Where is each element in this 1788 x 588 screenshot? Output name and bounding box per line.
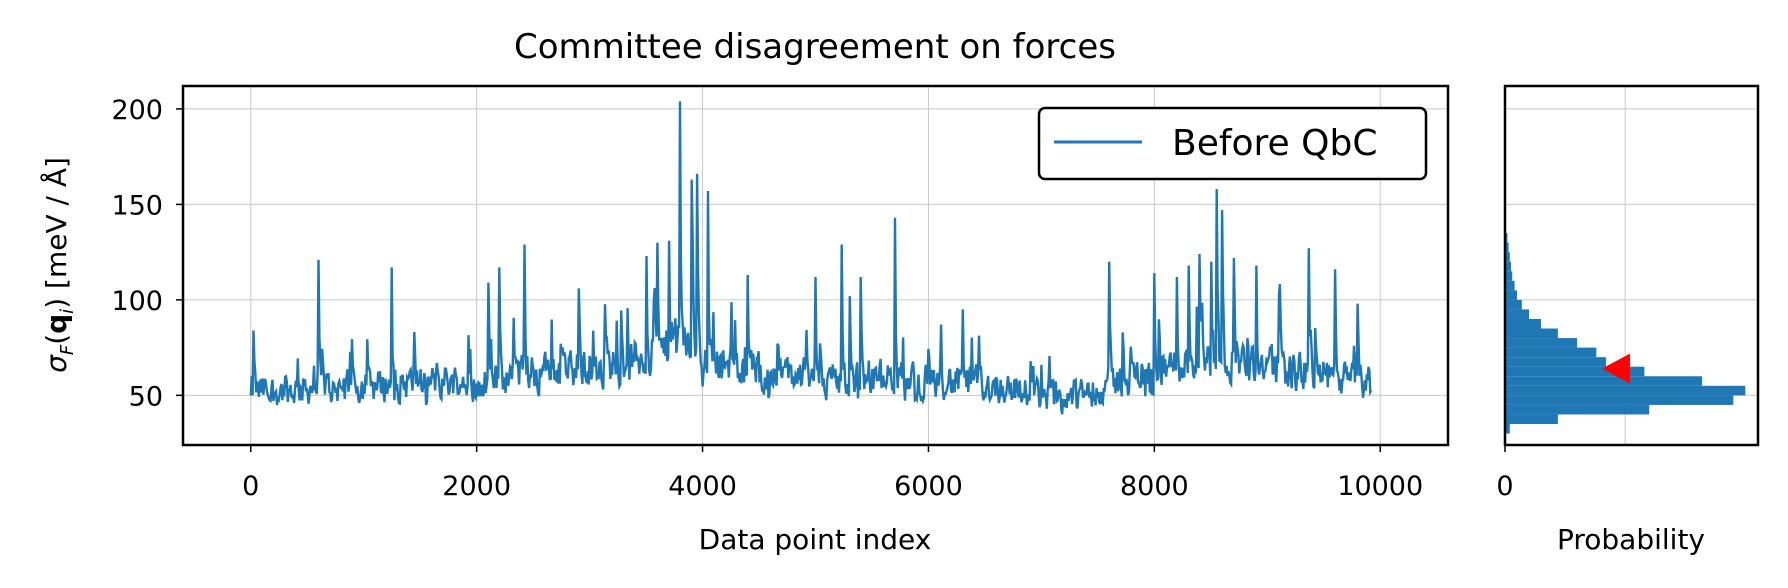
hist-bar	[1505, 309, 1530, 319]
hist-bar	[1505, 328, 1558, 339]
hist-bar	[1505, 385, 1746, 396]
main-line-chart: Committee disagreement on forces 0 2000 40…	[39, 27, 1450, 556]
hist-bar	[1505, 271, 1513, 281]
hist-bar	[1505, 376, 1703, 386]
main-plot-area	[249, 101, 1373, 415]
main-axes-frame	[181, 84, 1450, 447]
hist-bar	[1505, 299, 1522, 310]
main-x-ticks: 0 2000 4000 6000 8000 10000	[242, 445, 1423, 502]
hist-x-axis-label: Probability	[1557, 523, 1705, 556]
y-tick-label: 150	[111, 190, 163, 221]
x-tick-label: 10000	[1337, 471, 1423, 502]
hist-bar	[1505, 404, 1650, 415]
main-y-ticks: 50 100 150 200	[111, 95, 183, 412]
legend-label-before-qbc: Before QbC	[1172, 123, 1377, 164]
hist-x-ticks: 0	[1496, 445, 1514, 502]
hist-axes-frame	[1503, 84, 1760, 447]
legend-box	[1037, 106, 1428, 181]
hist-bar	[1505, 290, 1518, 300]
hist-bars	[1505, 233, 1746, 434]
hist-bar	[1505, 366, 1645, 377]
hist-bar	[1505, 357, 1606, 367]
hist-bar	[1505, 318, 1542, 329]
hist-bar	[1505, 252, 1510, 262]
hist-x-tick-label: 0	[1496, 471, 1513, 502]
probability-histogram: 0 Probability	[1496, 84, 1760, 556]
chart-title: Committee disagreement on forces	[514, 27, 1116, 67]
x-tick-label: 0	[242, 471, 259, 502]
series-line-before-qbc	[249, 101, 1373, 415]
hist-bar	[1505, 280, 1515, 291]
mean-marker-triangle	[1601, 353, 1630, 384]
hist-bar	[1505, 347, 1597, 358]
hist-bar	[1505, 261, 1512, 272]
x-tick-label: 2000	[442, 471, 511, 502]
y-tick-label: 50	[129, 381, 163, 412]
x-tick-label: 8000	[1120, 471, 1189, 502]
x-axis-label: Data point index	[699, 523, 932, 556]
hist-bar	[1505, 414, 1558, 424]
y-tick-label: 200	[111, 95, 163, 126]
x-tick-label: 6000	[894, 471, 963, 502]
y-tick-label: 100	[111, 286, 163, 317]
hist-bar	[1505, 338, 1578, 348]
legend: Before QbC	[1037, 106, 1428, 181]
hist-bar	[1505, 395, 1734, 405]
hist-bar	[1505, 423, 1510, 434]
y-axis-label: σF(qi) [meV / Å]	[39, 157, 78, 373]
hist-bar	[1505, 242, 1509, 253]
x-tick-label: 4000	[668, 471, 737, 502]
